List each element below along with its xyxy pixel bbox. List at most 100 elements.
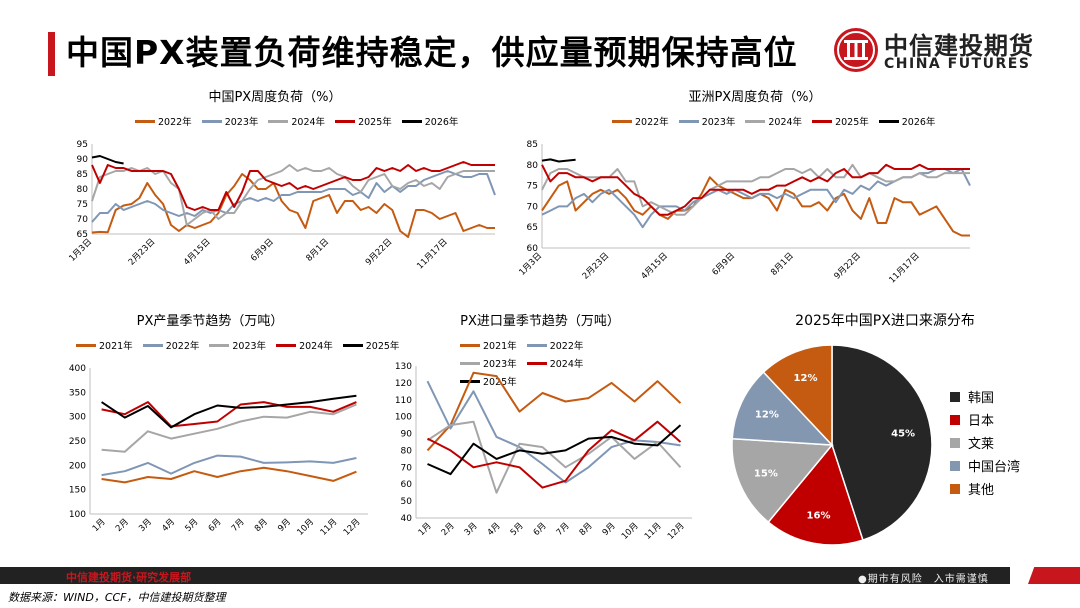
legend-label: 2025年 [365, 341, 400, 352]
legend-label: 2022年 [165, 341, 200, 352]
legend-swatch [401, 119, 422, 123]
y-tick-label: 85 [77, 170, 88, 180]
x-tick-label: 6月9日 [249, 237, 276, 264]
legend-entry-pie-3: 中国台湾 [950, 454, 1020, 477]
legend-swatch [342, 343, 363, 347]
x-tick-label: 11月 [319, 517, 340, 538]
legend-cn-px-load: 2022年 2023年 2024年 2025年 2026年 [135, 114, 458, 128]
legend-label: 文莱 [968, 437, 995, 452]
logo-english-name: CHINA FUTURES [884, 56, 1031, 72]
legend-swatch [460, 343, 480, 347]
y-tick-label: 150 [69, 486, 86, 496]
series-line-2022 [101, 454, 357, 477]
pie-slice-x-1 [767, 443, 864, 546]
series-line-2025 [91, 161, 495, 211]
footer-bar [0, 567, 1010, 584]
legend-label: 2022年 [549, 341, 584, 352]
chart-asia-px-load: 60 65 70 75 80 85 1月3日 2月23日 4月15日 6月9日 8月1日 9月22日 1… [517, 140, 971, 285]
pie-slice-x-3 [731, 371, 834, 446]
series-line-2022 [541, 176, 970, 237]
legend-entry-2024: 2024年 [526, 356, 583, 370]
legend-swatch [812, 119, 833, 123]
y-tick-label: 80 [77, 185, 89, 195]
legend-label: 2023年 [483, 359, 517, 370]
legend-entry-2025: 2025年 [812, 114, 869, 128]
pie-slice-x-0 [831, 344, 933, 542]
legend-label: 其他 [968, 483, 995, 498]
x-tick-label: 10月 [295, 517, 316, 538]
x-tick-label: 8月1日 [304, 237, 331, 264]
series-line-2024 [541, 163, 970, 216]
y-tick-label: 80 [527, 161, 539, 171]
pie-data-label: 15% [754, 469, 778, 480]
legend-label: 2023年 [701, 117, 736, 128]
legend-label: 2024年 [768, 117, 803, 128]
x-tick-label: 9月22日 [832, 251, 863, 282]
x-tick-label: 3月 [137, 517, 154, 534]
company-logo: 中信建投期货 CHINA FUTURES [832, 22, 1042, 82]
legend-entry-2025: 2025年 [342, 338, 400, 352]
legend-entry-2026: 2026年 [401, 114, 459, 128]
legend-label: 2023年 [232, 341, 267, 352]
x-tick-label: 1月3日 [517, 251, 544, 278]
y-tick-label: 60 [401, 480, 413, 490]
series-line-2021 [426, 371, 682, 452]
legend-label: 2023年 [224, 117, 259, 128]
legend-import-source: 韩国 日本 文莱 中国台湾 其他 [950, 385, 1020, 500]
series-line-2026 [91, 155, 124, 165]
y-tick-label: 130 [395, 362, 412, 372]
legend-swatch [142, 343, 163, 347]
legend-swatch [526, 343, 547, 347]
legend-swatch [950, 414, 960, 425]
legend-label: 2021年 [99, 341, 133, 352]
series-line-2023 [91, 170, 496, 223]
legend-entry-2021: 2021年 [76, 338, 133, 352]
x-tick-label: 9月22日 [364, 237, 395, 268]
legend-label: 2021年 [483, 341, 517, 352]
legend-label: 2026年 [424, 117, 459, 128]
pie-data-label: 16% [807, 511, 831, 522]
y-tick-label: 110 [395, 396, 412, 406]
x-tick-label: 1月 [91, 517, 108, 534]
x-tick-label: 7月 [230, 517, 247, 534]
legend-entry-2023: 2023年 [678, 114, 736, 128]
series-line-2023 [426, 420, 682, 494]
x-tick-label: 4月 [160, 517, 177, 534]
legend-swatch [76, 343, 96, 347]
x-tick-label: 2月23日 [581, 251, 612, 282]
series-line-2025 [541, 163, 970, 216]
legend-swatch [950, 391, 960, 402]
y-tick-label: 350 [69, 388, 86, 398]
legend-entry-2022: 2022年 [135, 114, 192, 128]
legend-label: 2022年 [158, 117, 192, 128]
pie-slice-x-2 [731, 437, 834, 524]
series-line-2024 [91, 164, 495, 226]
series-line-2021 [101, 466, 357, 484]
y-tick-label: 90 [401, 430, 413, 440]
legend-swatch [209, 343, 230, 347]
x-tick-label: 12月 [666, 521, 687, 542]
series-line-2024 [101, 401, 357, 428]
y-tick-label: 200 [69, 461, 86, 471]
legend-swatch [950, 437, 960, 448]
y-tick-label: 300 [69, 413, 86, 423]
series-line-2023 [101, 403, 357, 453]
y-tick-label: 100 [69, 510, 86, 520]
x-tick-label: 2月23日 [127, 237, 158, 268]
chart-cn-px-load: 65 70 75 80 85 90 95 1月3日 2月23日 4月15日 6月9日 8月1日 9月22… [67, 140, 496, 271]
legend-px-output: 2021年 2022年 2023年 2024年 2025年 [76, 338, 399, 352]
series-line-2024 [427, 420, 682, 489]
x-tick-label: 2月 [440, 521, 457, 538]
legend-swatch [950, 483, 960, 494]
legend-entry-2024: 2024年 [276, 338, 333, 352]
y-tick-label: 100 [395, 413, 412, 423]
chart-title-asia-px-load: 亚洲PX周度负荷（%） [688, 90, 822, 105]
y-tick-label: 65 [77, 230, 88, 240]
y-tick-label: 40 [401, 514, 413, 524]
legend-entry-2026: 2026年 [878, 114, 935, 128]
chart-title-px-output: PX产量季节趋势（万吨） [136, 314, 284, 329]
x-tick-label: 8月 [578, 521, 595, 538]
legend-label: 2024年 [299, 341, 333, 352]
legend-swatch [460, 361, 480, 365]
